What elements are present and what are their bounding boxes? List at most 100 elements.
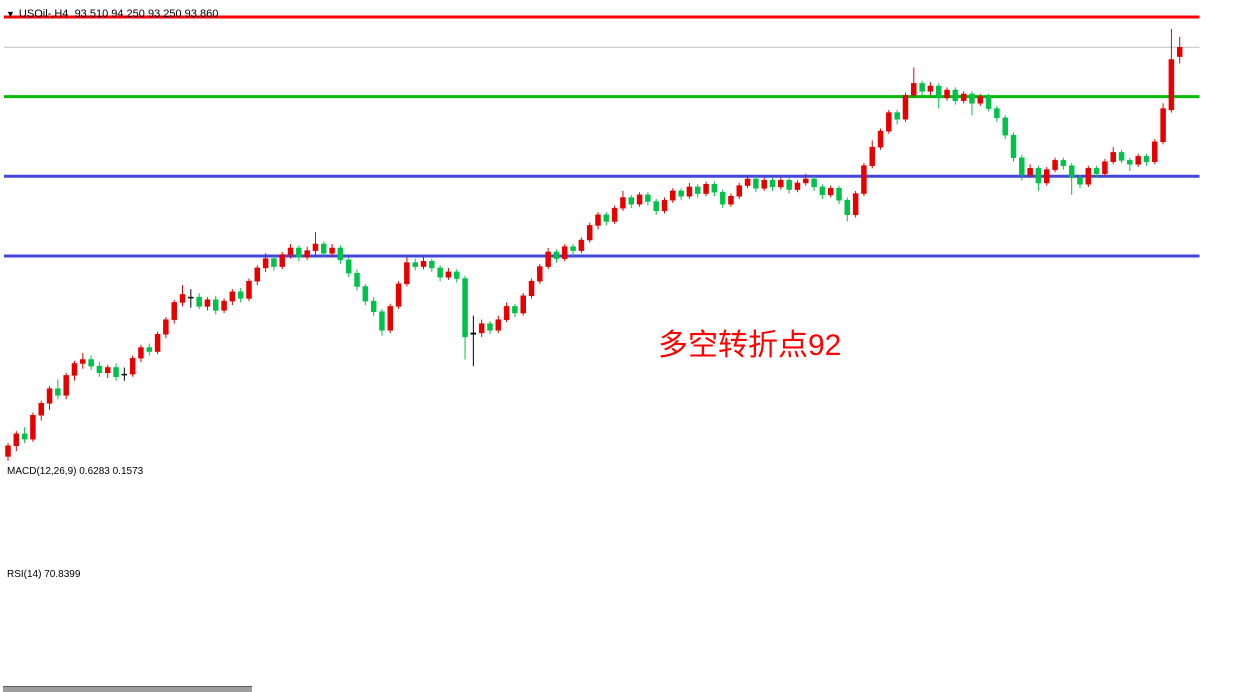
- bear-candle-body: [1068, 165, 1075, 178]
- bull-candle-body: [728, 195, 734, 205]
- bull-candle-body: [886, 112, 892, 132]
- bull-candle-body: [911, 83, 917, 96]
- bear-candle-body: [994, 108, 1000, 119]
- bear-candle-body: [1127, 160, 1133, 165]
- bull-candle-body: [877, 130, 884, 148]
- bull-candle-body: [1102, 161, 1108, 174]
- bull-candle-body: [636, 194, 643, 205]
- bear-candle-body: [429, 261, 435, 269]
- bull-candle-body: [262, 258, 269, 269]
- bear-candle-body: [88, 359, 94, 367]
- ohlc-values: 93.510 94.250 93.250 93.860: [74, 8, 219, 20]
- symbol-timeframe-label: USOil-,H4: [18, 8, 69, 20]
- bear-candle-body: [1010, 134, 1017, 158]
- bear-candle-body: [337, 247, 344, 261]
- bull-candle-body: [71, 363, 78, 376]
- chart-title-bar: ▼ USOil-,H4 93.510 94.250 93.250 93.860: [6, 8, 218, 20]
- horizontal-scrollbar[interactable]: [3, 686, 252, 692]
- bull-candle-body: [520, 295, 526, 314]
- bull-candle-body: [329, 247, 335, 254]
- bull-candle-body: [304, 250, 310, 258]
- bear-candle-body: [769, 180, 776, 188]
- bear-candle-body: [21, 433, 28, 440]
- bull-candle-body: [1135, 156, 1141, 165]
- bear-candle-body: [1002, 117, 1008, 136]
- macd-indicator-label: MACD(12,26,9) 0.6283 0.1573: [7, 466, 144, 477]
- bear-candle-body: [370, 300, 377, 312]
- bear-candle-body: [819, 186, 826, 196]
- bear-candle-body: [1118, 152, 1125, 161]
- bull-candle-body: [5, 445, 11, 457]
- bull-candle-body: [179, 294, 186, 303]
- bear-candle-body: [96, 365, 103, 374]
- bull-candle-body: [545, 251, 551, 267]
- bear-candle-body: [321, 243, 327, 254]
- bull-candle-body: [1027, 168, 1033, 176]
- bull-candle-body: [1152, 141, 1158, 162]
- chart-text-annotation[interactable]: 多空转折点92: [658, 329, 842, 362]
- bull-candle-body: [744, 178, 751, 186]
- bear-candle-body: [213, 299, 219, 311]
- bull-candle-body: [686, 186, 693, 197]
- bear-candle-body: [628, 197, 634, 205]
- bear-candle-body: [1093, 168, 1100, 174]
- bear-candle-body: [55, 388, 61, 396]
- bull-candle-body: [163, 319, 169, 335]
- bear-candle-body: [196, 296, 202, 307]
- bear-candle-body: [462, 278, 468, 338]
- bull-candle-body: [661, 199, 668, 212]
- bear-candle-body: [362, 286, 369, 302]
- bull-candle-body: [1085, 168, 1092, 185]
- bull-candle-body: [902, 95, 909, 120]
- bull-candle-body: [138, 347, 144, 359]
- bear-candle-body: [935, 85, 942, 99]
- bear-candle-body: [645, 194, 651, 202]
- bull-candle-body: [478, 323, 485, 334]
- bear-candle-body: [653, 201, 659, 212]
- bull-candle-body: [703, 184, 709, 194]
- bull-candle-body: [246, 280, 252, 299]
- bull-candle-body: [1176, 47, 1183, 57]
- bear-candle-body: [694, 186, 701, 194]
- bear-candle-body: [711, 184, 718, 193]
- bear-candle-body: [753, 178, 759, 189]
- bull-candle-body: [611, 207, 618, 222]
- bull-candle-body: [254, 267, 261, 282]
- bull-candle-body: [620, 197, 626, 209]
- symbol-dropdown-icon[interactable]: ▼: [6, 9, 15, 19]
- bear-candle-body: [969, 93, 975, 104]
- bull-candle-body: [46, 388, 53, 404]
- bull-candle-body: [1044, 169, 1050, 184]
- bull-candle-body: [528, 280, 535, 297]
- bear-candle-body: [412, 262, 418, 267]
- bull-candle-body: [30, 415, 36, 440]
- bear-candle-body: [453, 271, 460, 279]
- bull-candle-body: [1160, 108, 1166, 143]
- bear-candle-body: [570, 246, 576, 251]
- bear-candle-body: [1143, 156, 1150, 162]
- bull-candle-body: [1052, 160, 1058, 170]
- bull-candle-body: [204, 299, 211, 307]
- bull-candle-body: [778, 180, 784, 188]
- bull-candle-body: [13, 433, 20, 447]
- bull-candle-body: [537, 266, 543, 282]
- bull-candle-body: [171, 302, 177, 320]
- bear-candle-body: [271, 258, 277, 267]
- bear-candle-body: [113, 367, 119, 378]
- bull-candle-body: [977, 96, 984, 104]
- bear-candle-body: [811, 178, 817, 188]
- doji-candle-body: [121, 373, 128, 376]
- bull-candle-body: [104, 367, 111, 374]
- bear-candle-body: [844, 199, 851, 216]
- bear-candle-body: [985, 96, 992, 109]
- bull-candle-body: [229, 291, 236, 302]
- bull-candle-body: [944, 89, 950, 99]
- bull-candle-body: [495, 319, 502, 331]
- bull-candle-body: [1110, 152, 1116, 162]
- bull-candle-body: [1168, 59, 1175, 111]
- bear-candle-body: [678, 190, 684, 197]
- bull-candle-body: [803, 178, 809, 184]
- bear-candle-body: [894, 112, 900, 120]
